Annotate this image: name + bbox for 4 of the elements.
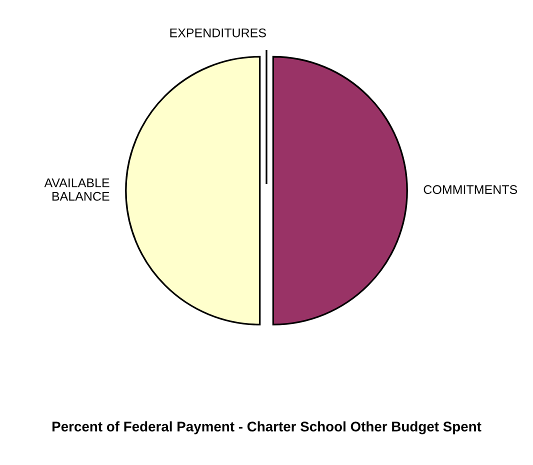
- category-label: EXPENDITURES: [170, 28, 266, 38]
- slice-label: AVAILABLE BALANCE: [44, 178, 110, 201]
- slice-label: COMMITMENTS: [424, 185, 518, 194]
- text: Percent of Federal Payment - Charter School Other Budget Spent: [52, 421, 482, 434]
